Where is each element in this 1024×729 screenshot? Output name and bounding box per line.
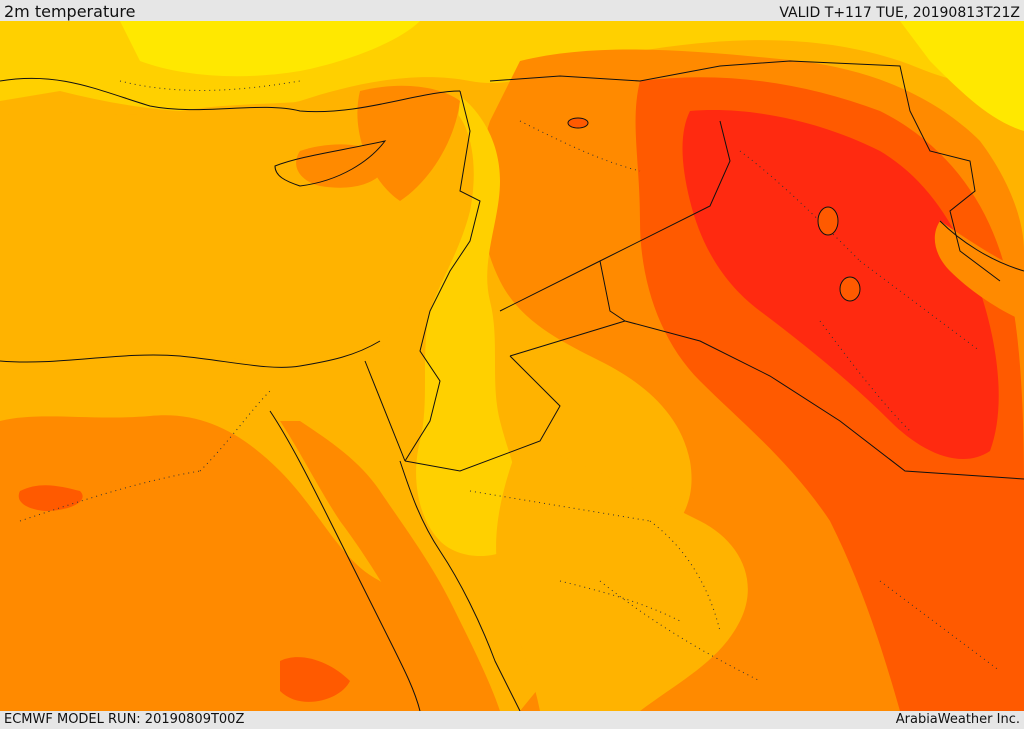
border-egypt-israel (364, 360, 406, 462)
border-saudi-iraq (624, 320, 1024, 480)
temperature-zone-coolest-north (120, 21, 420, 77)
border-jordan-saudi (499, 120, 731, 312)
temperature-map[interactable] (0, 21, 1024, 711)
lake-1 (817, 206, 839, 236)
temperature-zone-warm-west (0, 415, 470, 711)
coast-red-sea-west (269, 410, 421, 711)
valid-time: VALID T+117 TUE, 20190813T21Z (779, 5, 1020, 21)
temperature-zone-hot-sinai (280, 657, 350, 702)
temperature-zone-hot-egypt (18, 485, 83, 511)
border-jordan-south (404, 355, 561, 472)
border-jordan-east (509, 320, 626, 357)
province-border-8 (19, 470, 201, 522)
temperature-zone-coolest-northeast (900, 21, 1024, 131)
credit-label: ArabiaWeather Inc. (895, 712, 1020, 727)
province-border-10 (119, 80, 301, 91)
model-run-label: ECMWF MODEL RUN: 20190809T00Z (4, 712, 245, 727)
border-levant-coast (404, 90, 481, 462)
footer-bar: ECMWF MODEL RUN: 20190809T00Z ArabiaWeat… (0, 711, 1024, 729)
levant-sea-warm-patch (357, 85, 460, 201)
coast-red-sea-east (399, 460, 521, 711)
coast-egypt (0, 340, 381, 368)
lake-2 (839, 276, 861, 302)
province-border-11 (599, 580, 761, 682)
temperature-zone-cool-levant (416, 96, 523, 556)
lakes (567, 117, 861, 302)
province-border-3 (859, 260, 981, 352)
province-borders (19, 80, 1001, 682)
map-title: 2m temperature (4, 2, 136, 21)
border-syria-iraq (489, 60, 1001, 282)
country-borders (0, 60, 1024, 711)
header-bar: 2m temperature VALID T+117 TUE, 20190813… (0, 0, 1024, 21)
province-border-5 (469, 490, 651, 522)
gulf-warm-patch (934, 221, 1024, 321)
coast-gulf (939, 220, 1024, 272)
lake-3 (567, 117, 589, 129)
coast-turkey (0, 77, 461, 113)
red-sea (280, 421, 500, 711)
temperature-zone-base-arabia (496, 441, 748, 711)
province-border-12 (879, 580, 1001, 672)
border-jordan-iraq (599, 260, 626, 322)
coast-cyprus (274, 140, 387, 187)
temperature-map-canvas (0, 21, 1024, 711)
